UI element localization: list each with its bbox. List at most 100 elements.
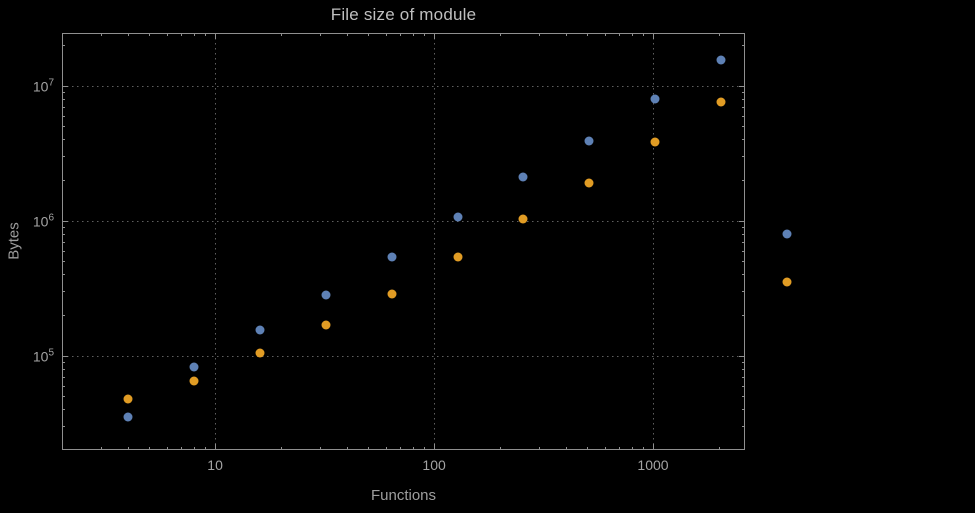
- x-minor-tick: [346, 447, 348, 450]
- data-point-series-2: [387, 289, 397, 299]
- x-major-tick: [215, 33, 217, 39]
- x-minor-tick: [319, 33, 321, 36]
- y-minor-tick: [742, 250, 745, 252]
- y-minor-tick: [62, 315, 65, 316]
- y-minor-tick: [742, 44, 745, 46]
- y-tick-label: 105: [32, 347, 54, 364]
- x-minor-tick: [412, 447, 414, 450]
- y-minor-tick: [742, 233, 745, 235]
- y-minor-tick: [62, 376, 65, 378]
- y-minor-tick: [742, 98, 745, 100]
- data-point-series-1: [387, 252, 397, 262]
- x-gridline: [653, 33, 654, 450]
- y-minor-tick: [742, 91, 745, 93]
- y-major-tick: [62, 220, 68, 222]
- data-point-series-2: [123, 394, 133, 404]
- data-point-series-1: [255, 325, 265, 335]
- data-point-series-1: [650, 94, 660, 104]
- data-point-series-1: [321, 290, 331, 300]
- x-minor-tick: [100, 33, 102, 36]
- x-minor-tick: [149, 447, 151, 450]
- x-minor-tick: [619, 447, 621, 450]
- y-minor-tick: [62, 106, 65, 108]
- y-minor-tick: [742, 315, 745, 316]
- y-minor-tick: [742, 274, 745, 276]
- y-minor-tick: [62, 98, 65, 100]
- y-minor-tick: [62, 233, 65, 235]
- y-tick-label: 107: [32, 77, 54, 94]
- y-minor-tick: [62, 385, 65, 387]
- x-minor-tick: [319, 447, 321, 450]
- x-minor-tick: [127, 33, 129, 36]
- y-minor-tick: [62, 250, 65, 252]
- x-minor-tick: [565, 33, 567, 36]
- y-minor-tick: [62, 241, 65, 243]
- y-minor-tick: [742, 396, 745, 398]
- data-point-series-2: [518, 214, 528, 224]
- y-minor-tick: [742, 226, 745, 228]
- y-minor-tick: [62, 126, 65, 128]
- chart-title: File size of module: [330, 5, 477, 24]
- y-minor-tick: [742, 376, 745, 378]
- y-minor-tick: [62, 179, 65, 181]
- y-major-tick: [739, 220, 745, 222]
- x-minor-tick: [538, 33, 540, 36]
- x-minor-tick: [587, 33, 589, 36]
- y-tick-label: 106: [32, 212, 54, 229]
- x-minor-tick: [643, 447, 644, 450]
- x-minor-tick: [500, 447, 501, 450]
- x-minor-tick: [149, 33, 151, 36]
- x-minor-tick: [166, 33, 168, 36]
- data-point-series-2: [650, 137, 660, 147]
- y-minor-tick: [742, 241, 745, 243]
- x-minor-tick: [385, 447, 387, 450]
- data-point-series-1: [518, 172, 528, 182]
- y-minor-tick: [742, 126, 745, 128]
- x-minor-tick: [346, 33, 348, 36]
- y-minor-tick: [62, 409, 65, 411]
- y-gridline: [62, 220, 745, 222]
- x-minor-tick: [719, 33, 720, 36]
- x-minor-tick: [181, 33, 183, 36]
- x-gridline: [215, 33, 217, 450]
- y-minor-tick: [62, 368, 65, 370]
- x-axis-label: Functions: [370, 487, 437, 504]
- x-major-tick: [434, 33, 436, 39]
- y-minor-tick: [742, 385, 745, 387]
- plot-frame: [62, 33, 745, 450]
- x-tick-label: 10: [207, 457, 223, 473]
- x-gridline: [434, 33, 436, 450]
- y-minor-tick: [62, 91, 65, 93]
- data-point-series-2: [321, 320, 331, 330]
- data-point-series-2: [782, 277, 792, 287]
- x-major-tick: [215, 444, 217, 450]
- x-minor-tick: [166, 447, 168, 450]
- x-minor-tick: [368, 447, 370, 450]
- y-minor-tick: [62, 139, 65, 141]
- x-minor-tick: [565, 447, 567, 450]
- y-minor-tick: [62, 274, 65, 276]
- x-minor-tick: [193, 447, 195, 450]
- y-minor-tick: [742, 426, 745, 428]
- x-minor-tick: [538, 447, 540, 450]
- y-minor-tick: [62, 44, 65, 46]
- y-minor-tick: [62, 426, 65, 428]
- y-minor-tick: [62, 226, 65, 228]
- x-minor-tick: [281, 447, 282, 450]
- y-major-tick: [62, 85, 68, 87]
- y-minor-tick: [742, 115, 745, 117]
- y-minor-tick: [742, 261, 745, 263]
- x-tick-label: 100: [422, 457, 446, 473]
- x-minor-tick: [500, 33, 501, 36]
- x-minor-tick: [412, 33, 414, 36]
- y-gridline: [62, 355, 745, 357]
- y-minor-tick: [62, 115, 65, 117]
- x-minor-tick: [205, 447, 206, 450]
- y-minor-tick: [742, 361, 745, 363]
- x-minor-tick: [400, 33, 402, 36]
- y-minor-tick: [62, 156, 65, 158]
- y-minor-tick: [742, 106, 745, 108]
- y-major-tick: [62, 355, 68, 357]
- x-minor-tick: [127, 447, 129, 450]
- data-point-series-2: [255, 348, 265, 358]
